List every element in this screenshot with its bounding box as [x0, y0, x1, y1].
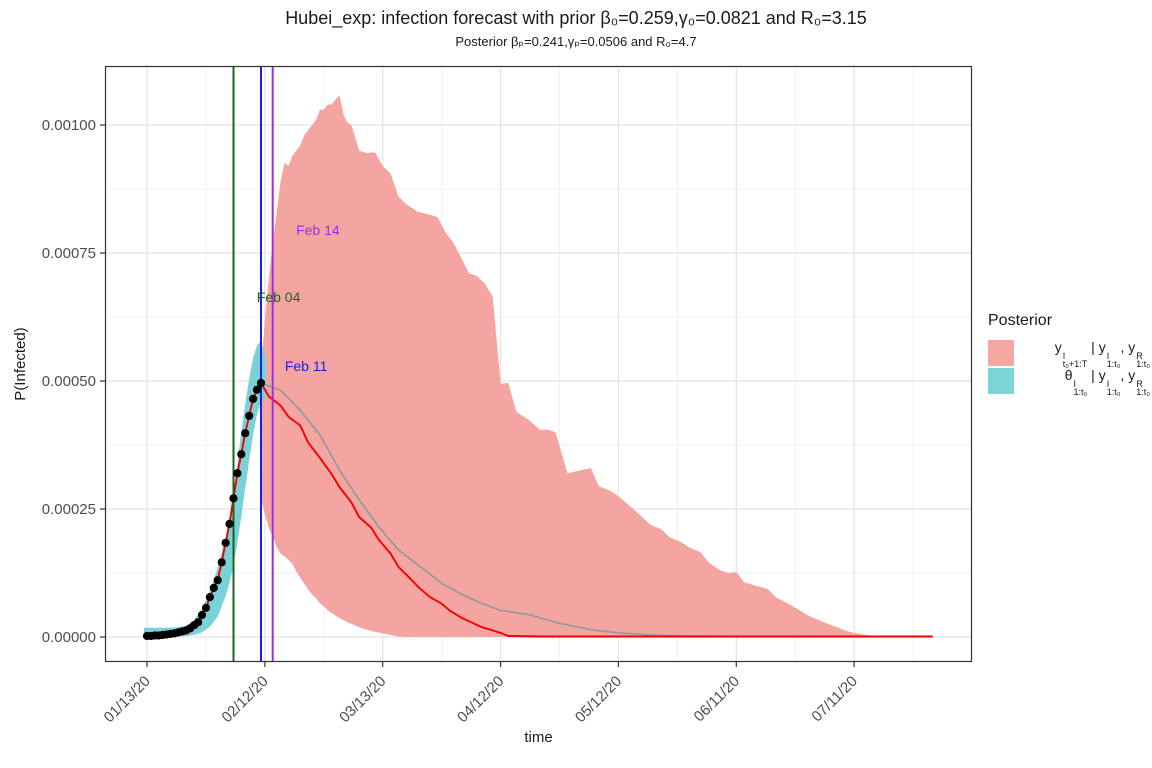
event-annotation: Feb 11	[285, 358, 328, 374]
plot-panel: Feb 04 Feb 11 Feb 14 01/13/20 02/12/20 03/13/…	[12, 65, 973, 746]
observed-point	[241, 429, 250, 438]
x-tick-label: 07/11/20	[808, 673, 861, 726]
observed-point	[221, 538, 230, 547]
math-text: y	[1128, 338, 1136, 355]
x-tick-label: 05/12/20	[572, 673, 625, 726]
x-tick-label: 02/12/20	[218, 673, 271, 726]
math-text: |	[1087, 366, 1099, 383]
observed-point	[229, 494, 238, 503]
observed-point	[252, 385, 262, 394]
observed-point	[213, 576, 222, 585]
legend-label: θ I 1:t₀ | y I 1:t₀, y R 1:t₀	[1021, 366, 1150, 397]
observed-point	[209, 583, 218, 593]
math-supsub: I 1:t₀	[1106, 350, 1121, 369]
legend-item: θ I 1:t₀ | y I 1:t₀, y R 1:t₀	[988, 366, 1150, 397]
y-tick-label: 0.00075	[42, 245, 96, 262]
event-annotation: Feb 04	[257, 289, 301, 305]
y-tick-label: 0.00000	[42, 629, 96, 646]
math-supsub: I 1:t₀	[1073, 378, 1088, 397]
math-text: y	[1098, 366, 1106, 383]
event-annotation: Feb 14	[296, 222, 340, 238]
x-axis-title: time	[524, 729, 552, 746]
observed-point	[256, 378, 266, 388]
math-supsub: I 1:t₀	[1106, 378, 1121, 397]
y-tick-label: 0.00025	[42, 501, 96, 518]
math-text: y	[1128, 366, 1136, 383]
observed-point	[197, 610, 207, 620]
observed-point	[194, 618, 203, 627]
observed-point	[205, 593, 214, 602]
chart-title: Hubei_exp: infection forecast with prior…	[285, 8, 867, 28]
y-axis-title: P(Infected)	[12, 327, 29, 400]
math-supsub: R 1:t₀	[1136, 378, 1150, 397]
mean-line	[260, 382, 933, 638]
legend-title: Posterior	[988, 312, 1053, 329]
observed-point	[245, 411, 254, 420]
math-text: ,	[1120, 366, 1129, 383]
observed-point	[249, 394, 258, 403]
chart-subtitle: Posterior βₚ=0.241,γₚ=0.0506 and R₀=4.7	[455, 34, 697, 49]
math-text: θ	[1064, 366, 1073, 383]
math-text: ,	[1120, 338, 1129, 355]
math-text: |	[1087, 338, 1099, 355]
observed-point	[201, 603, 211, 612]
legend-swatch	[988, 340, 1014, 366]
math-text: y	[1054, 338, 1062, 355]
math-text: y	[1098, 338, 1106, 355]
math-supsub: R 1:t₀	[1136, 350, 1150, 369]
observed-point	[225, 519, 234, 528]
x-tick-label: 03/13/20	[336, 673, 389, 726]
forecast-ribbon	[261, 95, 933, 638]
x-tick-label: 04/12/20	[454, 673, 507, 726]
observed-point	[233, 469, 242, 478]
observed-point	[237, 450, 246, 459]
x-tick-label: 06/11/20	[691, 673, 744, 726]
y-tick-label: 0.00050	[42, 373, 96, 390]
panel-border	[104, 65, 973, 663]
x-tick-label: 01/13/20	[101, 673, 154, 726]
observed-point	[217, 558, 226, 567]
theta-ribbon	[143, 341, 267, 637]
legend-swatch	[988, 368, 1014, 394]
y-tick-label: 0.00100	[42, 117, 96, 134]
